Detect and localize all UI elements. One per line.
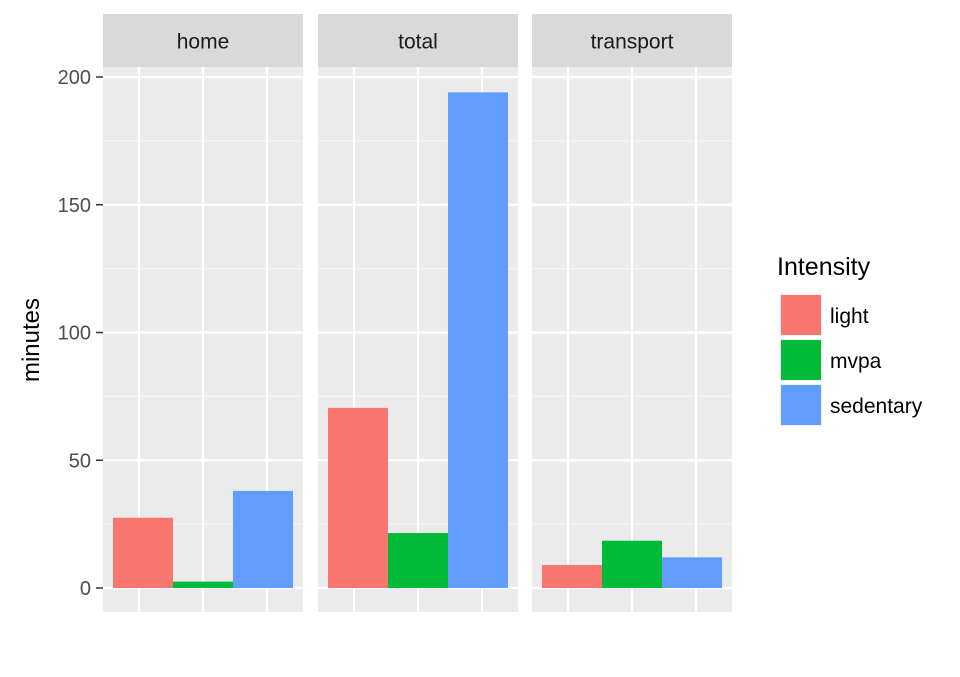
legend-label-mvpa: mvpa bbox=[830, 350, 882, 373]
facet-strip-label: transport bbox=[591, 31, 674, 54]
legend-swatch-mvpa bbox=[781, 340, 821, 380]
bar-transport-mvpa bbox=[602, 540, 662, 588]
facet-panel-home: home bbox=[103, 14, 303, 612]
facet-panel-total: total bbox=[318, 14, 518, 612]
bar-total-light bbox=[328, 407, 388, 588]
legend-title: Intensity bbox=[777, 253, 871, 281]
bar-home-mvpa bbox=[173, 581, 233, 588]
legend-label-sedentary: sedentary bbox=[830, 395, 923, 418]
facet-panel-transport: transport bbox=[532, 14, 732, 612]
facet-strip-label: home bbox=[177, 31, 230, 54]
bar-total-mvpa bbox=[388, 533, 448, 588]
y-tick-label: 150 bbox=[58, 195, 91, 217]
y-tick-label: 200 bbox=[58, 67, 91, 89]
y-axis: 0 50 100 150 200 bbox=[58, 67, 103, 600]
legend-swatch-light bbox=[781, 295, 821, 335]
bar-transport-sedentary bbox=[662, 557, 722, 588]
facet-strip-label: total bbox=[398, 31, 438, 54]
legend-label-light: light bbox=[830, 305, 869, 328]
bar-transport-light bbox=[542, 565, 602, 588]
y-tick-label: 50 bbox=[69, 450, 91, 472]
y-axis-label: minutes bbox=[18, 298, 45, 382]
bar-total-sedentary bbox=[448, 92, 508, 588]
bar-home-light bbox=[113, 517, 173, 588]
facet-strip bbox=[103, 14, 303, 67]
bar-home-sedentary bbox=[233, 490, 293, 588]
y-tick-label: 100 bbox=[58, 323, 91, 345]
legend: Intensity light mvpa sedentary bbox=[777, 253, 923, 426]
facet-strip bbox=[532, 14, 732, 67]
legend-swatch-sedentary bbox=[781, 385, 821, 425]
facets-layer: home total transport bbox=[103, 14, 732, 612]
facet-strip bbox=[318, 14, 518, 67]
y-tick-label: 0 bbox=[80, 578, 91, 600]
